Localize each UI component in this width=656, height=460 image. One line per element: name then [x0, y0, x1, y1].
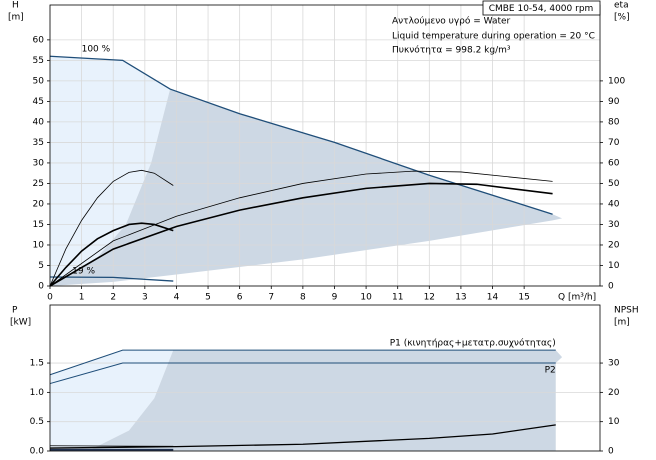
x-tick-label: 9: [332, 293, 338, 303]
y-tick-label: 40: [33, 117, 45, 127]
y2-tick-label: 90: [608, 97, 620, 107]
y2-tick-label: 30: [608, 220, 620, 230]
y2-tick-label: 30: [608, 359, 620, 369]
operating-area: [87, 350, 563, 451]
chart-layer: 0510152025303540455055600102030405060708…: [8, 1, 639, 457]
y2-tick-label: 80: [608, 117, 620, 127]
x-tick-label: 4: [174, 293, 180, 303]
y2-tick-label: 10: [608, 261, 620, 271]
y2-tick-label: 100: [608, 76, 625, 86]
x-tick-label: 8: [300, 293, 306, 303]
y-tick-label: 35: [33, 138, 44, 148]
y-tick-label: 45: [33, 97, 44, 107]
y-tick-label: 55: [33, 56, 44, 66]
y2-tick-label: 50: [608, 179, 620, 189]
chart-title: CMBE 10-54, 4000 rpm: [489, 4, 594, 14]
x-tick-label: 10: [360, 293, 372, 303]
y2-tick-label: 0: [608, 282, 614, 292]
title-box: [482, 0, 601, 16]
x-tick-label: 11: [392, 293, 403, 303]
x-tick-label: 3: [142, 293, 148, 303]
y-tick-label: 1.0: [30, 388, 45, 398]
x-tick-label: 2: [110, 293, 116, 303]
y-tick-label: 10: [33, 240, 45, 250]
y2-axis-label: [%]: [614, 13, 630, 23]
curve: [49, 182, 553, 287]
y-axis-label: P: [12, 306, 18, 316]
curve: [49, 445, 174, 447]
y2-axis-label: NPSH: [614, 306, 639, 316]
y2-axis-label: eta: [614, 1, 629, 11]
y-tick-label: 5: [38, 261, 44, 271]
series-label: 100 %: [82, 44, 111, 54]
operating-area: [50, 56, 171, 286]
x-tick-label: 1: [79, 293, 85, 303]
x-tick-label: 5: [205, 293, 211, 303]
curve: [49, 169, 174, 287]
y2-tick-label: 40: [608, 199, 620, 209]
y-axis-label: H: [12, 1, 19, 11]
x-tick-label: 6: [237, 293, 243, 303]
y2-tick-label: 70: [608, 138, 620, 148]
y-tick-label: 0.0: [30, 447, 45, 457]
series-label: P1 (κινητήρας+μετατρ.συχνότητας): [390, 338, 556, 349]
annotation: Liquid temperature during operation = 20…: [392, 32, 595, 42]
y-tick-label: 1.5: [30, 359, 44, 369]
y2-tick-label: 20: [608, 240, 620, 250]
series-label: 19 %: [72, 267, 95, 277]
x-tick-label: 13: [455, 293, 466, 303]
y-tick-label: 50: [33, 76, 45, 86]
x-tick-label: 12: [424, 293, 435, 303]
x-tick-label: 0: [47, 293, 53, 303]
y-tick-label: 20: [33, 199, 45, 209]
annotation: Αντλούμενο υγρό = Water: [392, 16, 511, 27]
y-tick-label: 0.5: [30, 417, 44, 427]
y-axis-label: [m]: [8, 13, 24, 23]
x-axis-label: Q [m³/h]: [558, 293, 596, 303]
y-tick-label: 15: [33, 220, 44, 230]
plot-frame: [49, 4, 601, 287]
x-tick-label: 15: [518, 293, 529, 303]
y2-tick-label: 0: [608, 447, 614, 457]
curve: [49, 222, 174, 287]
y2-tick-label: 10: [608, 417, 620, 427]
plot-frame: [49, 304, 601, 452]
curve: [49, 276, 174, 282]
y-tick-label: 25: [33, 179, 44, 189]
y-tick-label: 60: [33, 35, 45, 45]
series-label: P2: [545, 366, 556, 376]
curve: [49, 55, 553, 215]
y-tick-label: 30: [33, 158, 45, 168]
x-tick-label: 14: [487, 293, 499, 303]
curve: [49, 349, 556, 376]
y2-tick-label: 60: [608, 158, 620, 168]
curve: [49, 170, 553, 287]
operating-area: [50, 89, 563, 287]
annotation: Πυκνότητα = 998.2 kg/m³: [392, 45, 511, 56]
x-tick-label: 7: [268, 293, 274, 303]
curve: [49, 424, 556, 449]
curve: [49, 362, 556, 385]
y-axis-label: [kW]: [10, 318, 31, 328]
y-tick-label: 0: [38, 282, 44, 292]
y2-axis-label: [m]: [614, 318, 630, 328]
y2-tick-label: 20: [608, 388, 620, 398]
